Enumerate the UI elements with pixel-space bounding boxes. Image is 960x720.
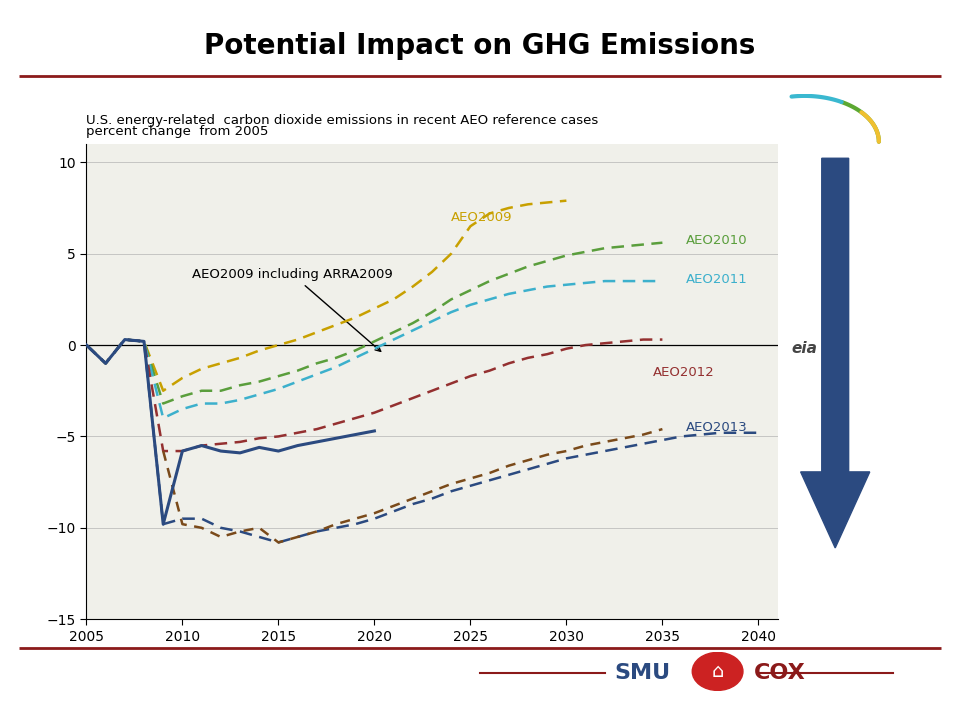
Text: AEO2013: AEO2013 <box>685 420 747 433</box>
Text: percent change  from 2005: percent change from 2005 <box>86 125 269 138</box>
Text: AEO2010: AEO2010 <box>685 235 747 248</box>
Text: Potential Impact on GHG Emissions: Potential Impact on GHG Emissions <box>204 32 756 60</box>
Text: AEO2009: AEO2009 <box>451 211 513 224</box>
Text: SMU: SMU <box>614 663 670 683</box>
Text: ⌂: ⌂ <box>711 662 724 681</box>
Text: COX: COX <box>754 663 805 683</box>
FancyArrow shape <box>801 158 870 548</box>
Text: eia: eia <box>792 341 817 356</box>
Text: AEO2009 including ARRA2009: AEO2009 including ARRA2009 <box>192 268 393 351</box>
Text: AEO2012: AEO2012 <box>653 366 714 379</box>
Text: AEO2011: AEO2011 <box>685 273 747 286</box>
Text: U.S. energy-related  carbon dioxide emissions in recent AEO reference cases: U.S. energy-related carbon dioxide emiss… <box>86 114 599 127</box>
Circle shape <box>692 652 743 690</box>
